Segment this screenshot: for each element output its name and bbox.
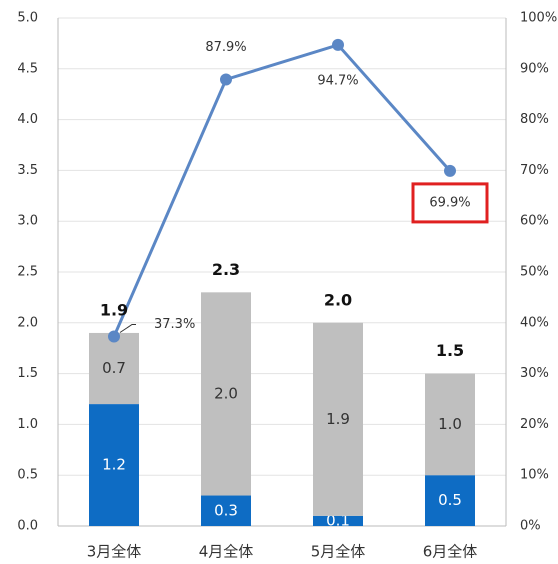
total-label: 2.0 <box>324 290 352 309</box>
y2-tick-label: 50% <box>520 265 549 280</box>
bar-label: 1.9 <box>326 410 350 428</box>
leader-line <box>119 324 136 333</box>
line-label: 37.3% <box>154 317 195 332</box>
y2-tick-label: 40% <box>520 315 549 330</box>
line-point <box>108 330 120 343</box>
bar-segment <box>201 495 251 526</box>
y2-tick-label: 90% <box>520 61 549 76</box>
y-tick-label: 1.0 <box>17 417 38 432</box>
bar-label: 0.3 <box>214 501 238 519</box>
bar-label: 0.7 <box>102 359 126 377</box>
x-tick-label: 5月全体 <box>311 543 366 561</box>
y-tick-label: 0.5 <box>17 468 38 483</box>
y-tick-label: 3.0 <box>17 214 38 229</box>
y2-tick-label: 60% <box>520 214 549 229</box>
y2-tick-label: 70% <box>520 163 549 178</box>
x-tick-label: 3月全体 <box>87 543 142 561</box>
line-point <box>332 38 344 51</box>
bar-segment <box>201 292 251 496</box>
bar-label: 0.1 <box>326 511 350 529</box>
bar-segment <box>425 373 475 476</box>
bar-label: 1.0 <box>438 415 462 433</box>
line <box>112 43 452 338</box>
y2-tick-label: 20% <box>520 417 549 432</box>
bar-label: 0.5 <box>438 491 462 509</box>
total-label: 1.5 <box>436 341 464 360</box>
y2-tick-label: 0% <box>520 519 541 534</box>
line-label: 94.7% <box>317 73 358 88</box>
bar-label: 1.2 <box>102 456 126 474</box>
bar-label: 2.0 <box>214 384 238 402</box>
line-label: 69.9% <box>429 195 470 210</box>
bar-segment <box>425 475 475 526</box>
total-label: 1.9 <box>100 300 128 319</box>
line-point <box>444 164 456 177</box>
x-tick-label: 6月全体 <box>423 543 478 561</box>
line-label: 87.9% <box>205 40 246 55</box>
bar-segment <box>89 404 139 526</box>
y2-tick-label: 30% <box>520 366 549 381</box>
y-tick-label: 1.5 <box>17 366 38 381</box>
x-tick-label: 4月全体 <box>199 543 254 561</box>
y-tick-label: 2.5 <box>17 265 38 280</box>
y2-tick-label: 80% <box>520 112 549 127</box>
bar-segment <box>313 515 363 526</box>
y2-tick-label: 10% <box>520 468 549 483</box>
bar-segment <box>89 332 139 405</box>
y-tick-label: 5.0 <box>17 11 38 26</box>
line-point <box>220 73 232 86</box>
y-tick-label: 2.0 <box>17 315 38 330</box>
highlight-box <box>411 182 489 224</box>
y-tick-label: 0.0 <box>17 519 38 534</box>
y-tick-label: 4.0 <box>17 112 38 127</box>
bar-segment <box>313 322 363 516</box>
total-label: 2.3 <box>212 260 240 279</box>
y2-tick-label: 100% <box>520 11 557 26</box>
y-tick-label: 4.5 <box>17 61 38 76</box>
y-tick-label: 3.5 <box>17 163 38 178</box>
